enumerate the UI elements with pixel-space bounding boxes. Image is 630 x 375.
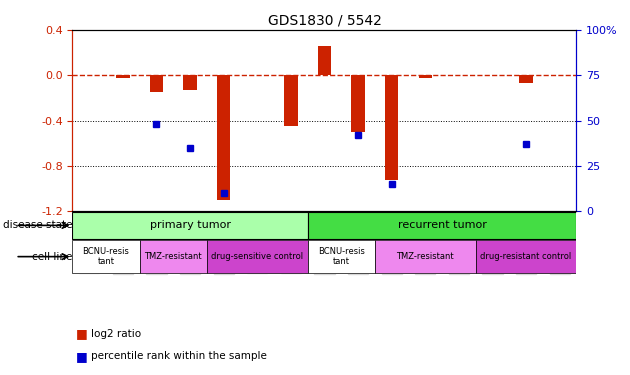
Text: ■: ■ xyxy=(76,350,88,363)
Bar xyxy=(307,240,375,273)
Bar xyxy=(72,212,307,239)
Bar xyxy=(519,75,533,83)
Text: log2 ratio: log2 ratio xyxy=(91,329,142,339)
Text: recurrent tumor: recurrent tumor xyxy=(398,220,486,230)
Text: TMZ-resistant: TMZ-resistant xyxy=(144,252,202,261)
Bar xyxy=(72,240,140,273)
Bar xyxy=(284,75,297,126)
Bar xyxy=(207,240,307,273)
Bar xyxy=(183,75,197,90)
Bar xyxy=(307,212,576,239)
Bar xyxy=(418,75,432,78)
Bar xyxy=(318,46,331,75)
Bar xyxy=(150,75,163,92)
Bar xyxy=(375,240,476,273)
Text: BCNU-resis
tant: BCNU-resis tant xyxy=(83,247,130,266)
Title: GDS1830 / 5542: GDS1830 / 5542 xyxy=(268,13,381,27)
Text: TMZ-resistant: TMZ-resistant xyxy=(396,252,454,261)
Text: drug-resistant control: drug-resistant control xyxy=(481,252,571,261)
Bar xyxy=(217,75,231,200)
Text: cell line: cell line xyxy=(32,252,72,262)
Text: primary tumor: primary tumor xyxy=(149,220,231,230)
Text: ■: ■ xyxy=(76,327,88,340)
Text: drug-sensitive control: drug-sensitive control xyxy=(211,252,303,261)
Bar xyxy=(140,240,207,273)
Bar xyxy=(116,75,130,78)
Bar xyxy=(476,240,576,273)
Text: percentile rank within the sample: percentile rank within the sample xyxy=(91,351,267,361)
Text: disease state: disease state xyxy=(3,220,72,230)
Bar xyxy=(352,75,365,132)
Text: BCNU-resis
tant: BCNU-resis tant xyxy=(318,247,365,266)
Bar xyxy=(385,75,398,180)
